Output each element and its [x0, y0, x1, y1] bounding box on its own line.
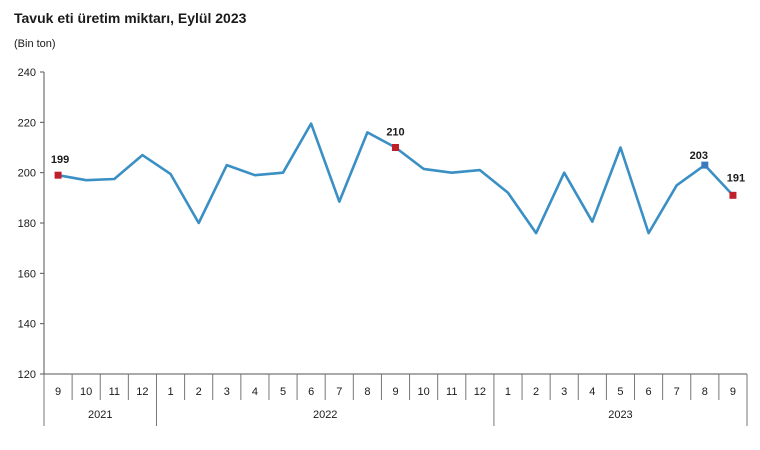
- x-tick-label: 1: [167, 386, 173, 398]
- data-point-marker: [54, 171, 62, 179]
- y-tick-label: 160: [18, 268, 36, 280]
- x-tick-label: 12: [136, 386, 148, 398]
- y-tick-label: 140: [18, 319, 36, 331]
- data-label: 191: [727, 172, 745, 184]
- year-label: 2021: [88, 409, 112, 421]
- x-tick-label: 10: [80, 386, 92, 398]
- y-tick-label: 180: [18, 218, 36, 230]
- x-tick-label: 2: [533, 386, 539, 398]
- x-tick-label: 9: [730, 386, 736, 398]
- data-point-marker: [701, 161, 709, 169]
- x-tick-label: 3: [224, 386, 230, 398]
- x-tick-label: 10: [417, 386, 429, 398]
- year-label: 2023: [608, 409, 632, 421]
- x-tick-label: 4: [252, 386, 258, 398]
- x-tick-label: 3: [561, 386, 567, 398]
- y-tick-label: 200: [18, 168, 36, 180]
- y-axis-unit-label: (Bin ton): [14, 38, 56, 50]
- x-tick-label: 5: [280, 386, 286, 398]
- x-tick-label: 9: [392, 386, 398, 398]
- x-tick-label: 8: [364, 386, 370, 398]
- x-tick-label: 11: [109, 386, 120, 398]
- x-tick-label: 7: [674, 386, 680, 398]
- x-tick-label: 7: [336, 386, 342, 398]
- series-line: [57, 122, 734, 235]
- x-tick-label: 11: [446, 386, 457, 398]
- data-point-marker: [729, 191, 737, 199]
- y-tick-label: 220: [18, 117, 36, 129]
- x-tick-label: 1: [505, 386, 511, 398]
- x-tick-label: 6: [646, 386, 652, 398]
- x-tick-label: 5: [617, 386, 623, 398]
- x-tick-label: 12: [474, 386, 486, 398]
- x-tick-label: 2: [196, 386, 202, 398]
- chart-title: Tavuk eti üretim miktarı, Eylül 2023: [14, 10, 247, 26]
- x-tick-label: 9: [55, 386, 61, 398]
- year-label: 2022: [313, 409, 337, 421]
- data-label: 210: [386, 127, 404, 139]
- y-tick-label: 120: [18, 369, 36, 381]
- data-label: 203: [690, 150, 708, 162]
- y-tick-label: 240: [18, 67, 36, 79]
- x-tick-label: 4: [589, 386, 595, 398]
- data-point-marker: [392, 144, 399, 151]
- data-label: 199: [51, 154, 69, 166]
- x-tick-label: 8: [702, 386, 708, 398]
- x-tick-label: 6: [308, 386, 314, 398]
